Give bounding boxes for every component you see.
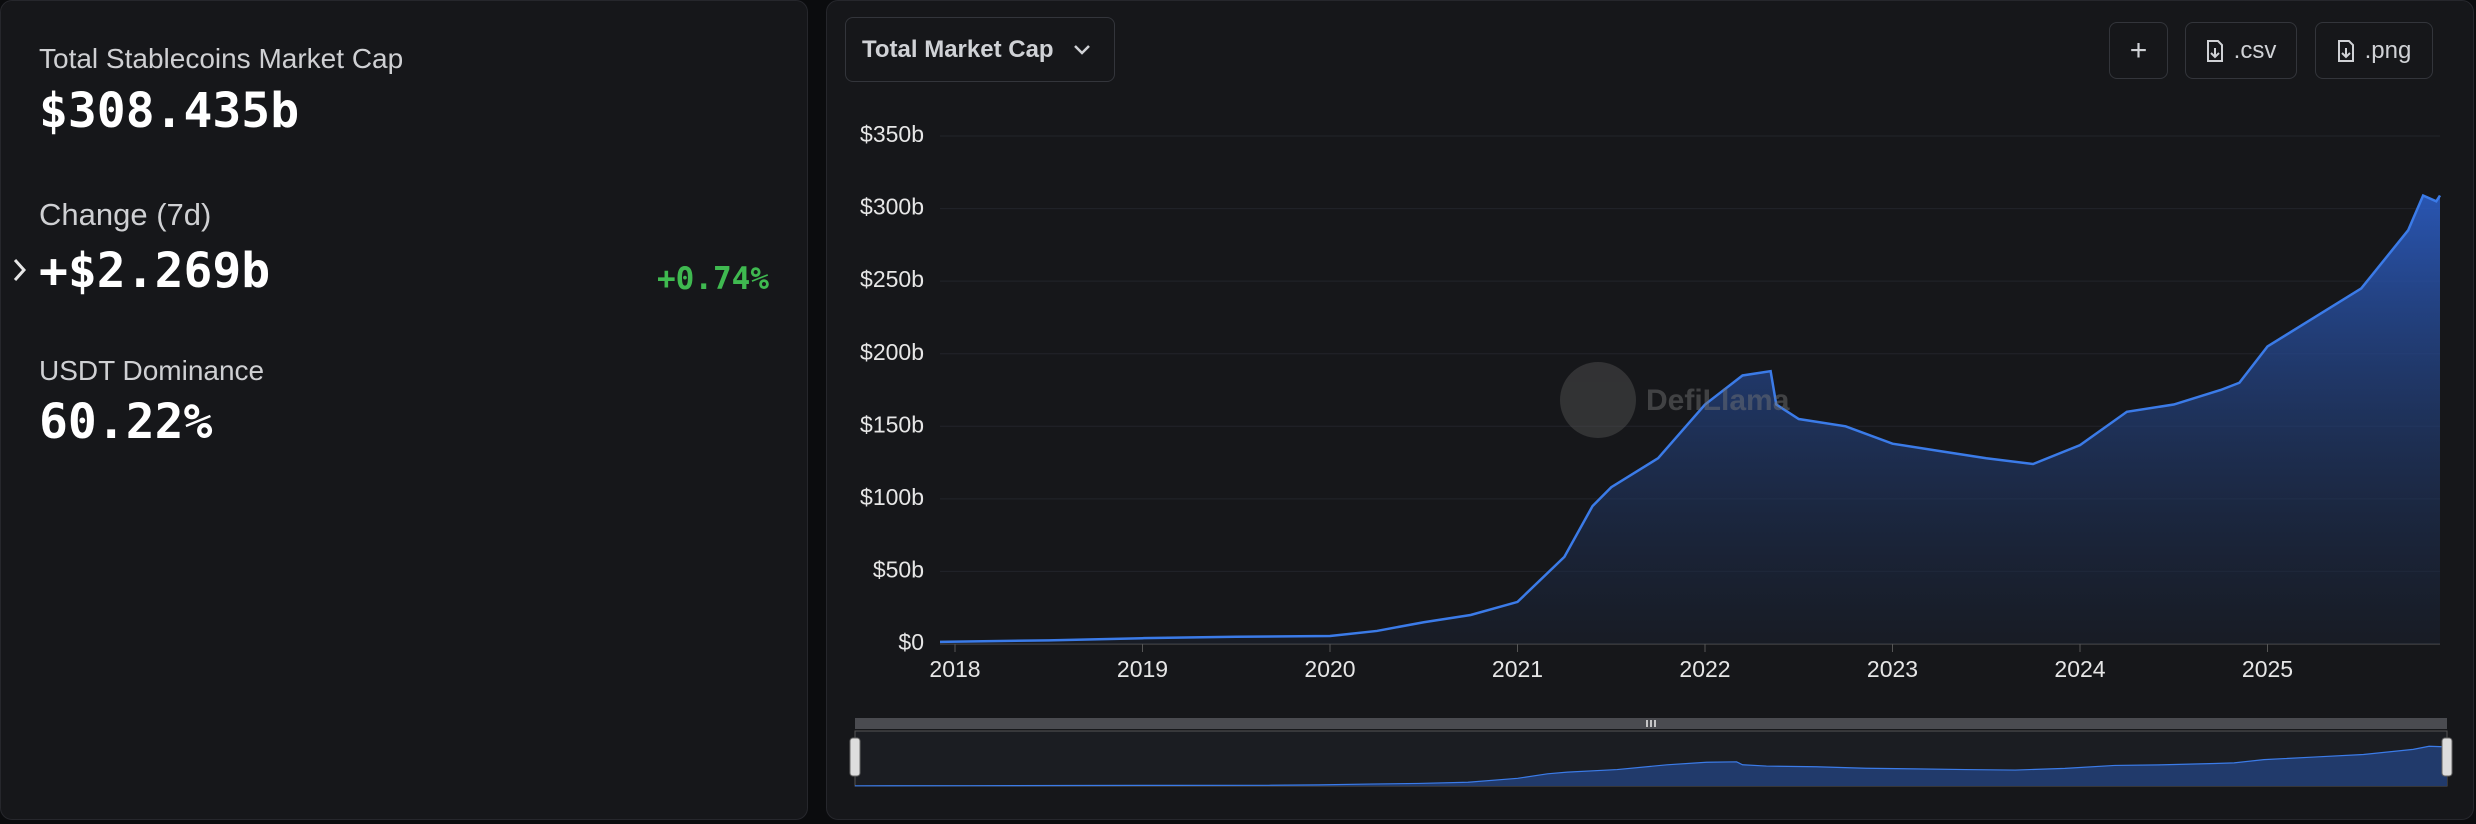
y-tick-label: $300b — [860, 194, 924, 220]
series-line — [939, 193, 2442, 644]
x-tick-label: 2025 — [2242, 656, 2293, 682]
y-tick-label: $200b — [860, 339, 924, 365]
stat-label: Total Stablecoins Market Cap — [39, 43, 404, 74]
x-tick-label: 2023 — [1867, 656, 1918, 682]
y-tick-label: $250b — [860, 266, 924, 292]
x-tick-label: 2022 — [1679, 656, 1730, 682]
add-button[interactable]: + — [2109, 22, 2168, 79]
x-tick-label: 2020 — [1304, 656, 1355, 682]
csv-button[interactable]: .csv — [2185, 22, 2297, 79]
x-tick-label: 2021 — [1492, 656, 1543, 682]
y-tick-label: $50b — [873, 557, 924, 583]
navigator-line — [854, 745, 2448, 787]
y-tick-label: $150b — [860, 411, 924, 437]
navigator-handle — [849, 737, 861, 777]
stat-label: Change (7d) — [39, 197, 212, 232]
button-label: .png — [2364, 36, 2412, 64]
y-tick-label: $0 — [898, 629, 924, 655]
button-label: + — [2129, 33, 2148, 67]
stat-value: +$2.269b — [39, 243, 271, 299]
stat-label: USDT Dominance — [39, 355, 265, 386]
x-tick-label: 2018 — [929, 656, 980, 682]
button-label: .csv — [2233, 36, 2277, 64]
y-tick-label: $350b — [860, 121, 924, 147]
download-icon — [2337, 39, 2354, 62]
x-tick-label: 2024 — [2054, 656, 2105, 682]
watermark: DefiLlama — [1560, 362, 1790, 438]
expand-chevron[interactable] — [11, 256, 29, 284]
stat-change-pct: +0.74% — [657, 261, 769, 297]
plot: $0 $50b $100b $150b $200b $250b $300b $350b 2018… — [849, 121, 2453, 787]
download-icon — [2206, 39, 2223, 62]
y-tick-label: $100b — [860, 484, 924, 510]
metric-dropdown[interactable]: Total Market Cap — [845, 17, 1115, 82]
dropdown-arrow — [1073, 44, 1090, 55]
stat-value: 60.22% — [39, 394, 213, 450]
x-tick-label: 2019 — [1117, 656, 1168, 682]
png-button[interactable]: .png — [2315, 22, 2433, 79]
dropdown-label: Total Market Cap — [862, 35, 1054, 63]
series-area — [940, 195, 2440, 644]
watermark-text: DefiLlama — [1646, 384, 1790, 417]
stats-panel: Total Stablecoins Market Cap $308.435b C… — [0, 0, 808, 820]
navigator-handle — [2441, 737, 2453, 777]
navigator-area — [855, 746, 2447, 786]
stat-value: $308.435b — [39, 83, 300, 139]
